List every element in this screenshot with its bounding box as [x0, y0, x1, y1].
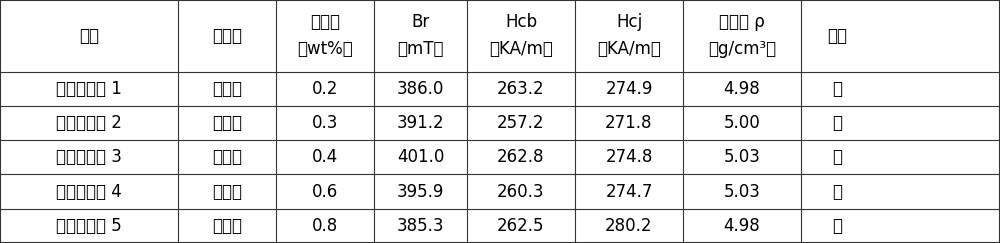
Text: 编号: 编号 — [79, 27, 99, 45]
Text: 4.98: 4.98 — [724, 80, 760, 98]
Text: 蜂孔: 蜂孔 — [827, 27, 847, 45]
Text: 合成蜡: 合成蜡 — [212, 114, 242, 132]
Text: 385.3: 385.3 — [397, 217, 444, 235]
Text: Br: Br — [411, 13, 430, 32]
Text: 无: 无 — [832, 80, 842, 98]
Text: 263.2: 263.2 — [497, 80, 545, 98]
Text: 260.3: 260.3 — [497, 182, 545, 201]
Text: 280.2: 280.2 — [605, 217, 653, 235]
Text: 0.6: 0.6 — [312, 182, 338, 201]
Text: 0.2: 0.2 — [312, 80, 338, 98]
Text: 本发明产品 1: 本发明产品 1 — [56, 80, 122, 98]
Text: 合成蜡: 合成蜡 — [212, 182, 242, 201]
Text: 386.0: 386.0 — [397, 80, 444, 98]
Text: 5.03: 5.03 — [724, 148, 760, 166]
Text: 本发明产品 3: 本发明产品 3 — [56, 148, 122, 166]
Text: 0.3: 0.3 — [312, 114, 338, 132]
Text: 274.8: 274.8 — [605, 148, 653, 166]
Text: （g/cm³）: （g/cm³） — [708, 40, 776, 58]
Text: 烧结体 ρ: 烧结体 ρ — [719, 13, 765, 32]
Text: 0.4: 0.4 — [312, 148, 338, 166]
Text: 添加量: 添加量 — [310, 13, 340, 32]
Text: 合成蜡: 合成蜡 — [212, 148, 242, 166]
Text: （KA/m）: （KA/m） — [597, 40, 661, 58]
Text: 5.03: 5.03 — [724, 182, 760, 201]
Text: 无: 无 — [832, 217, 842, 235]
Text: （mT）: （mT） — [397, 40, 444, 58]
Text: 无: 无 — [832, 148, 842, 166]
Text: （KA/m）: （KA/m） — [489, 40, 553, 58]
Text: 4.98: 4.98 — [724, 217, 760, 235]
Text: 262.8: 262.8 — [497, 148, 545, 166]
Text: 本发明产品 2: 本发明产品 2 — [56, 114, 122, 132]
Text: 无: 无 — [832, 114, 842, 132]
Text: 本发明产品 5: 本发明产品 5 — [56, 217, 122, 235]
Text: 合成蜡: 合成蜡 — [212, 80, 242, 98]
Text: 粘合剂: 粘合剂 — [212, 27, 242, 45]
Text: 本发明产品 4: 本发明产品 4 — [56, 182, 122, 201]
Text: 无: 无 — [832, 182, 842, 201]
Text: Hcj: Hcj — [616, 13, 642, 32]
Text: 5.00: 5.00 — [724, 114, 760, 132]
Text: 257.2: 257.2 — [497, 114, 545, 132]
Text: 391.2: 391.2 — [397, 114, 444, 132]
Text: 合成蜡: 合成蜡 — [212, 217, 242, 235]
Text: （wt%）: （wt%） — [297, 40, 353, 58]
Text: 395.9: 395.9 — [397, 182, 444, 201]
Text: 0.8: 0.8 — [312, 217, 338, 235]
Text: Hcb: Hcb — [505, 13, 537, 32]
Text: 401.0: 401.0 — [397, 148, 444, 166]
Text: 274.7: 274.7 — [605, 182, 653, 201]
Text: 262.5: 262.5 — [497, 217, 545, 235]
Text: 274.9: 274.9 — [605, 80, 653, 98]
Text: 271.8: 271.8 — [605, 114, 653, 132]
